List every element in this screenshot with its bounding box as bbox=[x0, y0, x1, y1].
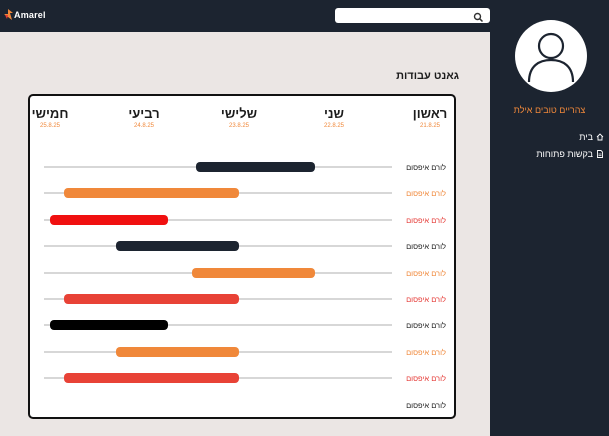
day-date: 23.8.25 bbox=[228, 123, 250, 129]
gantt-row-label: לורם איפסום bbox=[406, 242, 446, 252]
gantt-row-label: לורם איפסום bbox=[406, 189, 446, 199]
gantt-row[interactable]: לורם איפסום bbox=[30, 162, 454, 172]
sidebar-item-open-requests[interactable]: בקשות פתוחות bbox=[536, 145, 604, 162]
day-name: חמישי bbox=[31, 106, 69, 121]
day-column-header: רביעי 24.8.25 bbox=[128, 106, 159, 129]
page-title: גאנט עבודות bbox=[396, 70, 459, 82]
gantt-task-bar[interactable] bbox=[191, 267, 315, 278]
day-column-header: שלישי 23.8.25 bbox=[221, 106, 257, 129]
gantt-row[interactable]: לורם איפסום bbox=[30, 373, 454, 384]
gantt-row[interactable]: לורם איפסום bbox=[30, 320, 454, 331]
day-name: ראשון bbox=[412, 106, 448, 121]
top-bar: Amarel bbox=[0, 0, 490, 32]
gantt-row-label: לורם איפסום bbox=[406, 400, 446, 410]
sidebar-item-label: בית bbox=[579, 131, 593, 142]
gantt-row[interactable]: לורם איפסום bbox=[30, 267, 454, 278]
user-silhouette-icon bbox=[527, 32, 575, 83]
gantt-row-label: לורם איפסום bbox=[406, 295, 446, 304]
day-date: 25.8.25 bbox=[39, 123, 61, 129]
day-date: 24.8.25 bbox=[133, 123, 155, 129]
logo-mark-icon bbox=[4, 9, 13, 20]
gantt-row-label: לורם איפסום bbox=[406, 163, 446, 172]
gantt-task-bar[interactable] bbox=[64, 188, 239, 199]
gantt-task-bar[interactable] bbox=[115, 346, 239, 357]
document-icon bbox=[596, 149, 604, 158]
gantt-row[interactable]: לורם איפסום bbox=[30, 241, 454, 252]
day-name: שלישי bbox=[220, 106, 258, 121]
day-date: 22.8.25 bbox=[323, 123, 345, 129]
gantt-row[interactable]: לורם איפסום bbox=[30, 346, 454, 357]
gantt-row-label: לורם איפסום bbox=[406, 374, 446, 384]
gantt-row[interactable]: לורם איפסום bbox=[30, 294, 454, 304]
logo-text: Amarel bbox=[14, 9, 46, 20]
gantt-task-bar[interactable] bbox=[115, 241, 239, 252]
user-greeting: צהריים טובים אילת bbox=[513, 105, 586, 115]
day-column-header: שני 22.8.25 bbox=[324, 106, 344, 129]
gantt-row-label: לורם איפסום bbox=[406, 321, 446, 331]
gantt-row[interactable]: לורם איפסום bbox=[30, 188, 454, 199]
day-column-header: ראשון 21.8.25 bbox=[413, 106, 447, 129]
gantt-task-bar[interactable] bbox=[50, 214, 168, 225]
sidebar-item-home[interactable]: בית bbox=[536, 128, 604, 145]
avatar[interactable] bbox=[515, 20, 587, 92]
gantt-row-label: לורם איפסום bbox=[406, 215, 446, 225]
day-column-header: חמישי 25.8.25 bbox=[32, 106, 69, 129]
gantt-row-track bbox=[44, 218, 392, 221]
search-input[interactable] bbox=[335, 8, 490, 23]
day-date: 21.8.25 bbox=[419, 123, 441, 129]
search-icon[interactable] bbox=[473, 10, 484, 23]
gantt-task-bar[interactable] bbox=[64, 294, 239, 304]
gantt-row-track bbox=[44, 324, 392, 327]
day-name: רביעי bbox=[128, 106, 160, 121]
logo[interactable]: Amarel bbox=[4, 9, 46, 20]
day-name: שני bbox=[324, 106, 344, 121]
gantt-row-label: לורם איפסום bbox=[406, 347, 446, 357]
home-icon bbox=[596, 132, 604, 141]
sidebar-nav: בית בקשות פתוחות bbox=[536, 128, 604, 162]
gantt-task-bar[interactable] bbox=[64, 373, 239, 384]
gantt-task-bar[interactable] bbox=[196, 162, 315, 172]
sidebar: צהריים טובים אילת בית בקשות פתוחות bbox=[490, 0, 609, 436]
gantt-task-bar[interactable] bbox=[50, 320, 168, 331]
sidebar-item-label: בקשות פתוחות bbox=[536, 148, 593, 159]
gantt-chart: ראשון 21.8.25 שני 22.8.25 שלישי 23.8.25 רביעי 2… bbox=[28, 94, 456, 419]
gantt-row-label: לורם איפסום bbox=[406, 268, 446, 278]
gantt-row[interactable]: לורם איפסום bbox=[30, 400, 454, 410]
gantt-row[interactable]: לורם איפסום bbox=[30, 214, 454, 225]
